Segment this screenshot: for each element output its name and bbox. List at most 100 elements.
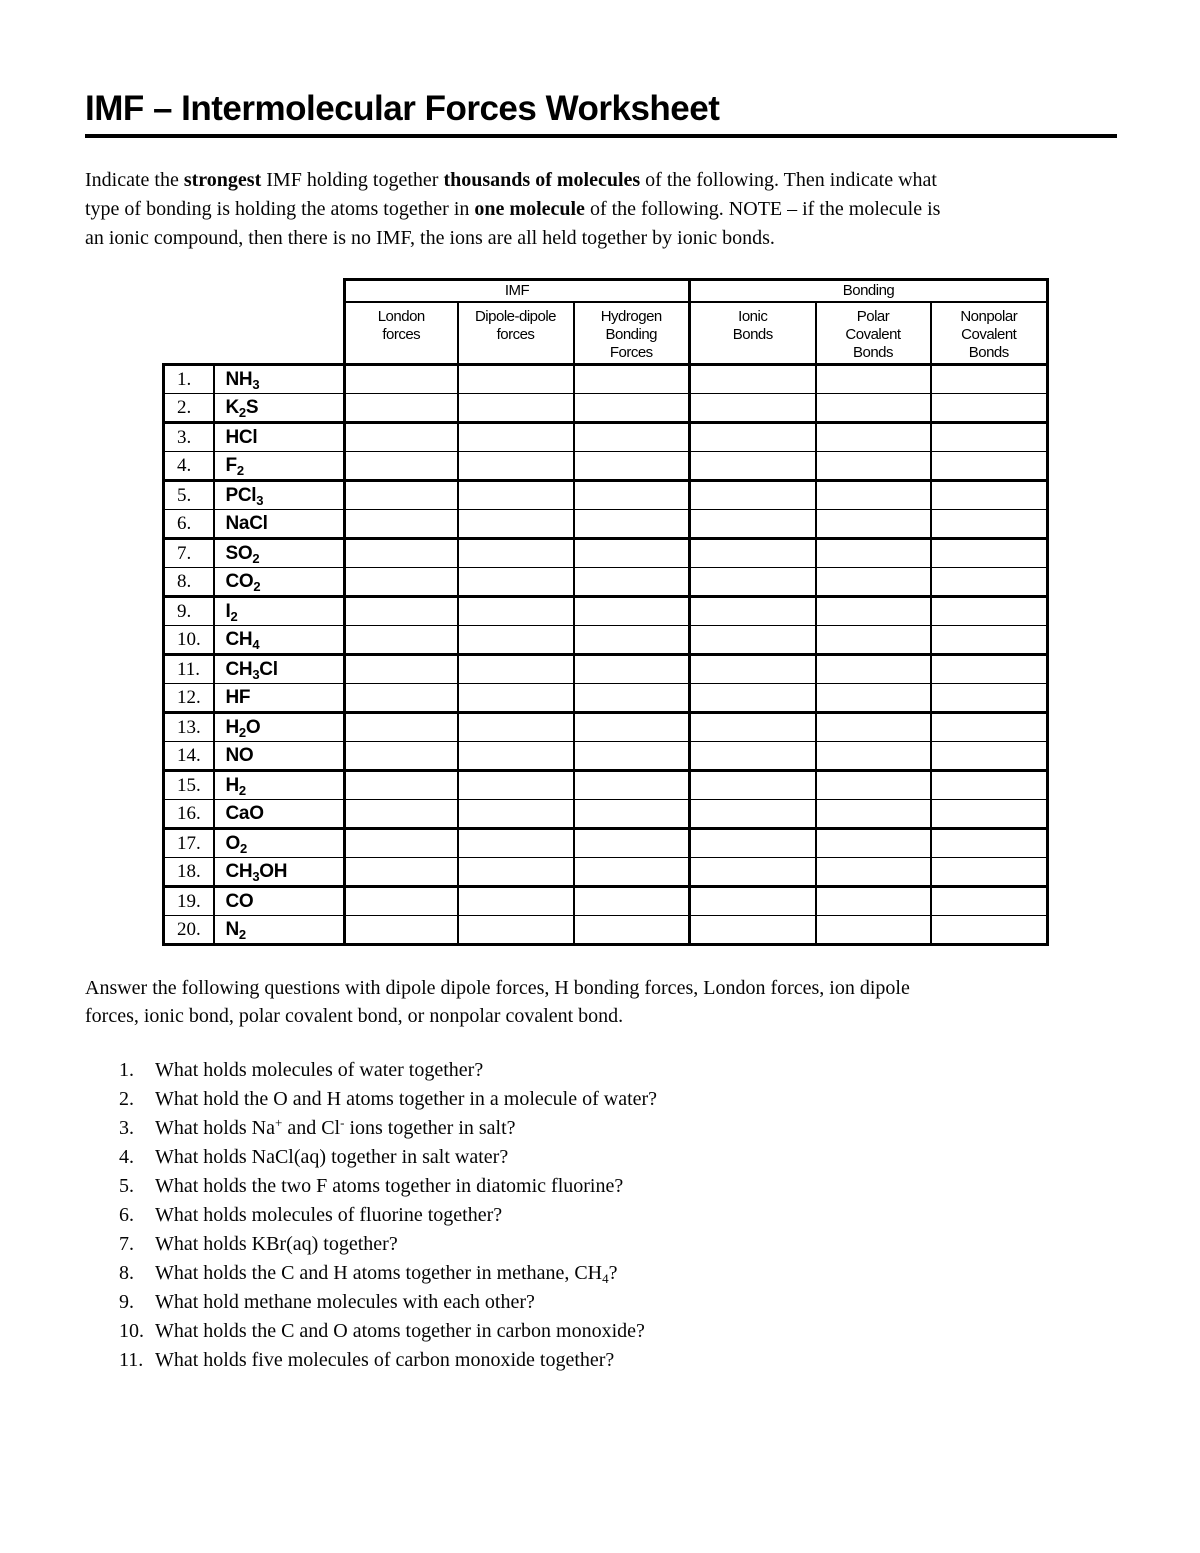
column-header-row: London forces Dipole-dipole forces Hydro… bbox=[164, 300, 1049, 366]
subscript: 2 bbox=[238, 926, 246, 942]
answer-cell bbox=[343, 421, 459, 452]
answer-cell bbox=[572, 421, 691, 452]
compound-formula: CH4 bbox=[212, 625, 346, 655]
table-row: 3. HCl bbox=[162, 421, 1049, 452]
answer-cell bbox=[929, 595, 1049, 626]
compound-formula: H2 bbox=[212, 769, 346, 800]
text-segment: F bbox=[225, 454, 238, 476]
column-header-ionic-bonds: Ionic Bonds bbox=[688, 300, 817, 366]
text-segment: CO bbox=[225, 570, 254, 592]
text-segment: PCl bbox=[225, 484, 257, 506]
text-segment: IMF holding together bbox=[261, 169, 444, 191]
answer-cell bbox=[814, 451, 932, 481]
text-segment: I bbox=[225, 600, 231, 622]
question-item: 9. What hold methane molecules with each … bbox=[119, 1288, 1119, 1317]
question-text: What hold methane molecules with each ot… bbox=[155, 1288, 535, 1317]
question-item: 5. What holds the two F atoms together in… bbox=[119, 1172, 1119, 1201]
group-header-imf: IMF bbox=[343, 278, 691, 303]
answer-cell bbox=[456, 711, 575, 742]
answer-cell bbox=[688, 653, 817, 684]
text-segment: What hold the O and H atoms together in … bbox=[155, 1088, 658, 1110]
answer-cell bbox=[929, 363, 1049, 394]
answer-cell bbox=[456, 393, 575, 423]
table-row: 13. H2O bbox=[162, 711, 1049, 742]
answer-cell bbox=[343, 509, 459, 539]
answer-cell bbox=[688, 509, 817, 539]
answer-cell bbox=[688, 683, 817, 713]
table-row: 15. H2 bbox=[162, 769, 1049, 800]
subscript: 2 bbox=[238, 724, 246, 740]
question-text: What holds five molecules of carbon mono… bbox=[155, 1346, 614, 1375]
answer-cell bbox=[456, 683, 575, 713]
answer-cell bbox=[456, 885, 575, 916]
question-number: 6. bbox=[119, 1204, 134, 1226]
answer-cell bbox=[456, 857, 575, 887]
answer-cell bbox=[929, 537, 1049, 568]
column-header-hydrogen-bonding-forces: Hydrogen Bonding Forces bbox=[572, 300, 691, 366]
answer-cell bbox=[572, 915, 691, 946]
answer-cell bbox=[929, 479, 1049, 510]
intro-paragraph: Indicate the strongest IMF holding toget… bbox=[85, 166, 1125, 253]
answer-cell bbox=[688, 537, 817, 568]
compound-formula: NH3 bbox=[212, 363, 346, 394]
answer-cell bbox=[814, 769, 932, 800]
answer-cell bbox=[456, 625, 575, 655]
text-segment: What holds molecules of fluorine togethe… bbox=[155, 1204, 503, 1226]
column-header-london-forces: London forces bbox=[343, 300, 459, 366]
answer-cell bbox=[929, 885, 1049, 916]
question-number: 11. bbox=[119, 1349, 144, 1371]
compound-formula: SO2 bbox=[212, 537, 346, 568]
answer-cell bbox=[343, 393, 459, 423]
question-number: 3. bbox=[119, 1117, 134, 1139]
row-number: 6. bbox=[162, 509, 215, 539]
text-segment: Indicate the bbox=[85, 169, 184, 191]
question-text: What holds NaCl(aq) together in salt wat… bbox=[155, 1143, 508, 1172]
questions-list: 1. What holds molecules of water together… bbox=[119, 1056, 1119, 1375]
question-number: 5. bbox=[119, 1175, 134, 1197]
answer-cell bbox=[929, 683, 1049, 713]
answer-cell bbox=[814, 915, 932, 946]
table-row: 2. K2S bbox=[162, 393, 1049, 423]
question-item: 3. What holds Na+ and Cl- ions together i… bbox=[119, 1114, 1119, 1143]
compound-formula: PCl3 bbox=[212, 479, 346, 510]
row-number: 16. bbox=[162, 799, 215, 829]
text-segment: What holds the two F atoms together in d… bbox=[155, 1175, 624, 1197]
answer-cell bbox=[343, 451, 459, 481]
answer-cell bbox=[929, 421, 1049, 452]
answer-cell bbox=[343, 885, 459, 916]
text-segment: O bbox=[225, 832, 241, 854]
answer-cell bbox=[688, 885, 817, 916]
text-segment: What hold methane molecules with each ot… bbox=[155, 1291, 535, 1313]
table-row: 1. NH3 bbox=[162, 363, 1049, 394]
superscript: - bbox=[340, 1115, 345, 1130]
question-number: 4. bbox=[119, 1146, 134, 1168]
text-segment: CaO bbox=[225, 802, 264, 824]
answer-cell bbox=[572, 451, 691, 481]
answer-cell bbox=[456, 479, 575, 510]
answer-cell bbox=[688, 479, 817, 510]
table-row: 8. CO2 bbox=[162, 567, 1049, 597]
text-segment: NO bbox=[225, 744, 254, 766]
answer-cell bbox=[929, 711, 1049, 742]
subscript: 4 bbox=[252, 636, 260, 652]
column-header-nonpolar-covalent-bonds: Nonpolar Covalent Bonds bbox=[929, 300, 1049, 366]
text-segment: type of bonding is holding the atoms tog… bbox=[85, 198, 475, 220]
text-segment: NH bbox=[225, 368, 253, 390]
text-segment: What holds molecules of water together? bbox=[155, 1059, 484, 1081]
answer-cell bbox=[343, 595, 459, 626]
answer-cell bbox=[572, 799, 691, 829]
question-text: What holds KBr(aq) together? bbox=[155, 1230, 398, 1259]
answer-cell bbox=[929, 827, 1049, 858]
answer-cell bbox=[814, 567, 932, 597]
answer-prompt-line: Answer the following questions with dipo… bbox=[85, 977, 910, 999]
question-text: What holds the two F atoms together in d… bbox=[155, 1172, 623, 1201]
answer-cell bbox=[343, 653, 459, 684]
answer-cell bbox=[814, 683, 932, 713]
answer-cell bbox=[343, 915, 459, 946]
answer-cell bbox=[456, 653, 575, 684]
answer-cell bbox=[814, 827, 932, 858]
answer-cell bbox=[814, 363, 932, 394]
answer-cell bbox=[572, 479, 691, 510]
table-row: 20. N2 bbox=[162, 915, 1049, 946]
text-segment: of the following. Then indicate what bbox=[640, 169, 937, 191]
